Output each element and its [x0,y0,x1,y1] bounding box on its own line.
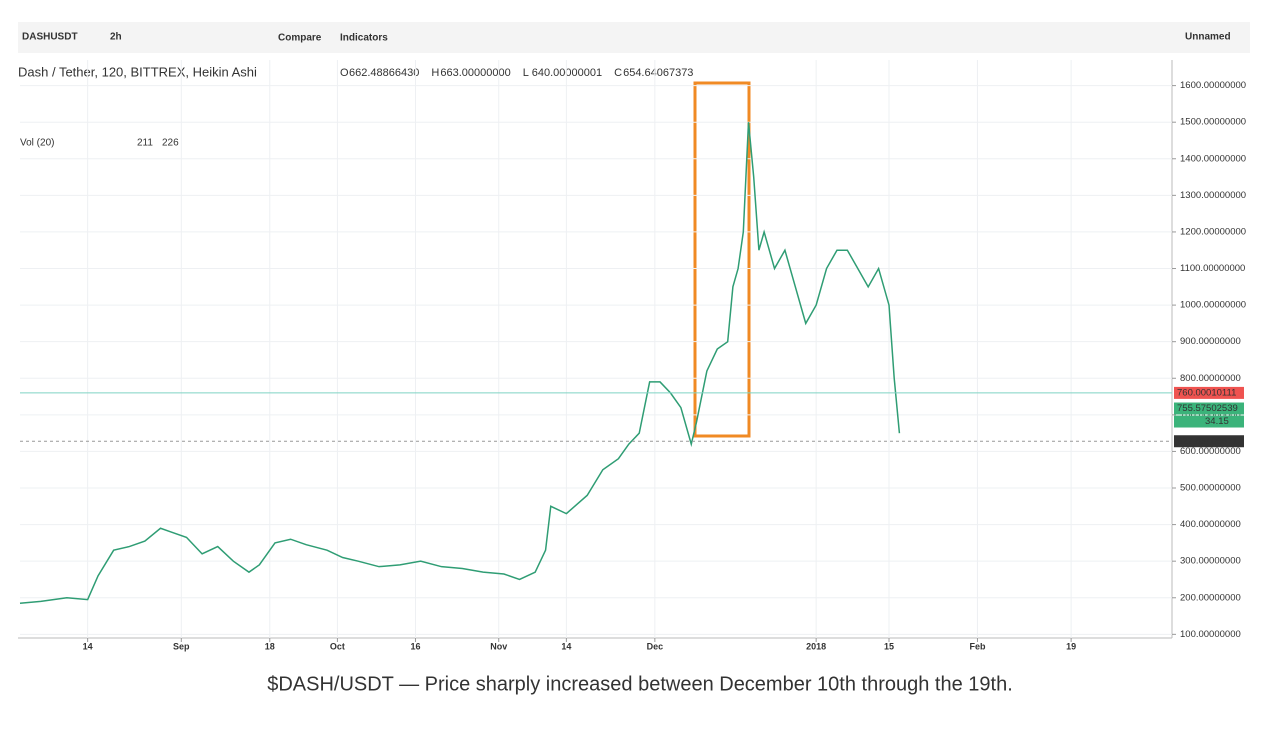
ohlc-value: 663.00000000 [440,67,510,79]
countdown-bg [1174,415,1244,428]
interval[interactable]: 2h [110,32,122,43]
y-tick-label: 1400.00000000 [1180,153,1246,164]
y-tick-label: 500.00000000 [1180,483,1241,494]
y-tick-label: 900.00000000 [1180,336,1241,347]
x-tick-label: Feb [969,641,986,651]
symbol[interactable]: DASHUSDT [22,32,78,43]
x-tick-label: Nov [490,641,507,651]
price-label: 755.57502539 [1177,403,1238,414]
x-tick-label: 2018 [806,641,826,651]
price-label-bg [1174,386,1244,399]
ohlc-label: L [523,67,529,79]
legend-title: Dash / Tether, 120, BITTREX, Heikin Ashi [18,64,257,79]
y-tick-label: 1000.00000000 [1180,300,1246,311]
x-tick-label: 19 [1066,641,1076,651]
x-tick-label: Dec [647,641,664,651]
toolbar [18,22,1250,53]
highlight-box [693,81,751,438]
price-line [19,122,901,604]
y-tick-label: 1500.00000000 [1180,117,1246,128]
ohlc-value: 662.48866430 [349,67,419,79]
volume-value: 211 [137,138,153,149]
ohlc-label: C [614,67,622,79]
layout-name[interactable]: Unnamed [1185,32,1231,43]
price-label: 627.85409571 [1177,436,1238,447]
indicators-button[interactable]: Indicators [340,33,388,44]
x-tick-label: 15 [884,641,894,651]
y-tick-label: 1300.00000000 [1180,190,1246,201]
y-tick-label: 1200.00000000 [1180,226,1246,237]
ohlc-label: H [431,67,439,79]
y-tick-label: 1100.00000000 [1180,263,1245,274]
x-tick-label: Sep [173,641,190,651]
volume-value: 226 [162,138,179,149]
y-tick-label: 600.00000000 [1180,446,1241,457]
y-tick-label: 400.00000000 [1180,519,1241,530]
y-tick-label: 700.00000000 [1180,409,1241,420]
countdown: 34.15 [1205,416,1229,427]
y-tick-label: 1600.00000000 [1180,80,1246,91]
ohlc-label: O [340,67,349,79]
price-label-bg [1174,402,1244,415]
price-label: 760.00010111 [1177,387,1236,398]
ohlc-value: 640.00000001 [532,67,602,79]
volume-name: Vol (20) [20,138,54,149]
x-tick-label: Oct [330,641,345,651]
y-tick-label: 300.00000000 [1180,556,1241,567]
compare-button[interactable]: Compare [278,33,322,44]
x-tick-label: 14 [561,641,571,651]
y-tick-label: 200.00000000 [1180,592,1241,603]
caption: $DASH/USDT — Price sharply increased bet… [267,673,1013,695]
x-tick-label: 16 [410,641,420,651]
ohlc-value: 654.64067373 [623,67,693,79]
x-tick-label: 14 [83,641,93,651]
y-tick-label: 800.00000000 [1180,373,1241,384]
price-label-bg [1174,435,1244,448]
y-tick-label: 100.00000000 [1180,629,1241,640]
x-tick-label: 18 [265,641,275,651]
